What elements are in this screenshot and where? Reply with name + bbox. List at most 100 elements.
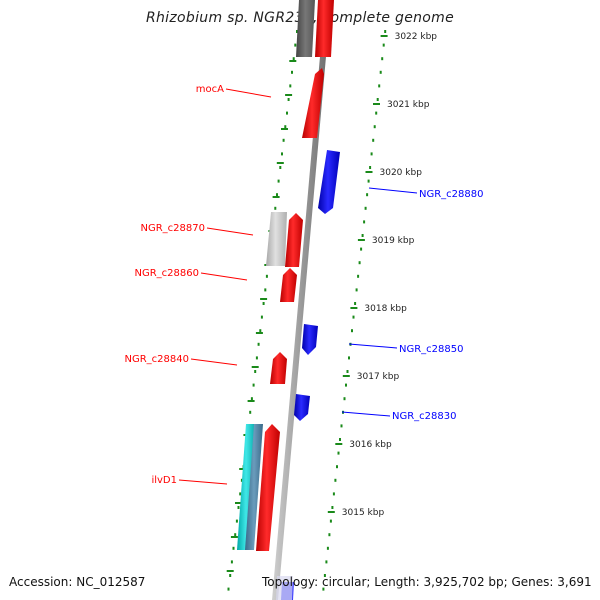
tick-dot [239,492,242,496]
gene-features [256,68,340,551]
tick-dot [351,329,353,333]
tick-dot [277,179,280,183]
tick-major [255,332,263,334]
tick-dot [354,302,357,305]
gene-NGR_c28880-arrow[interactable] [318,150,340,214]
tick-dot [337,451,340,455]
tick-major [342,375,350,377]
tick-dot [352,315,355,319]
tick-dot [364,206,367,210]
tick-dot [289,84,292,88]
tick-major [373,103,380,105]
tick-dot [363,220,366,224]
leader-NGR_c28860 [200,272,248,281]
tick-dot [257,342,260,346]
tick-label: 3018 kbp [364,304,407,314]
tick-dot [281,152,283,156]
tick-dot [325,560,328,564]
leader-mocA [225,88,272,98]
tick-dot [384,30,387,33]
leader-NGR_c28840 [190,358,238,366]
tick-major [357,239,365,241]
tick-dot [329,519,332,523]
gene-mocA-arrow[interactable] [302,68,324,138]
tick-dot [369,166,372,169]
tick-dot [322,587,325,591]
gene-labels: mocA NGR_c28880 NGR_c28870 NGR_c28860 NG… [125,84,484,486]
tick-major [335,443,343,445]
tick-dot [331,506,334,509]
tick-dot [276,193,278,197]
leader-NGR_c28880 [368,187,418,194]
gene-label-NGR_c28870[interactable]: NGR_c28870 [141,223,206,234]
tick-major [239,468,247,470]
unlabeled-features [237,0,334,600]
tick-label: 3017 kbp [357,372,400,382]
gene-label-NGR_c28880[interactable]: NGR_c28880 [419,189,484,200]
tick-major [226,570,234,572]
gene-NGR_c28860-arrow[interactable] [280,268,297,302]
tick-dot [235,519,238,523]
tick-dot [332,492,335,496]
leader-NGR_c28830 [341,411,391,417]
tick-dot [249,410,252,414]
tick-dot [265,274,268,278]
leader-NGR_c28850 [348,343,398,349]
tick-dot [286,111,288,115]
tick-dot [379,70,382,74]
tick-dot [357,274,360,278]
tick-dot [339,438,341,441]
tick-label: 3022 kbp [395,32,438,42]
tick-dot [227,587,230,591]
leader-NGR_c28870 [206,227,254,236]
tick-dot [291,70,293,74]
gene-NGR_c28850-arrow[interactable] [302,324,318,355]
gene-ilvD1-arrow[interactable] [256,424,280,551]
tick-dot [262,302,265,305]
tick-dot [284,125,287,129]
gene-leader-lines [178,88,418,485]
gene-label-NGR_c28860[interactable]: NGR_c28860 [135,268,200,279]
tick-dot [259,329,262,333]
tick-dot [370,152,373,156]
tick-dot [358,261,361,265]
gene-NGR_c28840-arrow[interactable] [270,352,287,384]
tick-dot [340,424,343,428]
gene-label-NGR_c28850[interactable]: NGR_c28850 [399,344,464,355]
tick-dot [334,478,337,482]
tick-major [230,536,238,538]
tick-dot [378,84,381,88]
tick-dot [250,397,253,401]
tick-dot [361,234,364,237]
tick-dot [264,288,267,292]
feature-red-top [315,0,334,57]
tick-dot [260,315,263,319]
feature-bottom-pale [276,576,293,600]
feature-dark-top [296,0,315,57]
tick-dot [296,30,298,33]
feature-grey-c28870 [266,212,287,266]
tick-label: 3020 kbp [380,168,423,178]
tick-major [235,502,242,504]
tick-dot [287,98,290,101]
tick-dot [240,478,243,482]
gene-label-ilvD1[interactable]: ilvD1 [151,475,177,486]
gene-NGR_c28830-arrow[interactable] [294,394,310,421]
tick-dot [229,574,232,577]
tick-labels: 3022 kbp 3021 kbp 3020 kbp 3019 kbp 3018 kbp… [342,32,437,518]
tick-major [327,511,335,513]
gene-NGR_c28870-arrow[interactable] [285,213,303,267]
gene-label-mocA[interactable]: mocA [196,84,224,95]
genome-summary-text: Topology: circular; Length: 3,925,702 bp… [262,575,592,589]
tick-major [272,196,280,198]
tick-dot [232,546,235,550]
tick-major [276,162,284,164]
tick-dot [279,166,282,169]
tick-dot [237,506,240,509]
tick-dot [345,383,347,387]
tick-label: 3015 kbp [342,508,385,518]
gene-label-NGR_c28840[interactable]: NGR_c28840 [125,354,190,365]
tick-dot [373,125,376,129]
tick-major [350,307,358,309]
gene-label-NGR_c28830[interactable]: NGR_c28830 [392,411,457,422]
